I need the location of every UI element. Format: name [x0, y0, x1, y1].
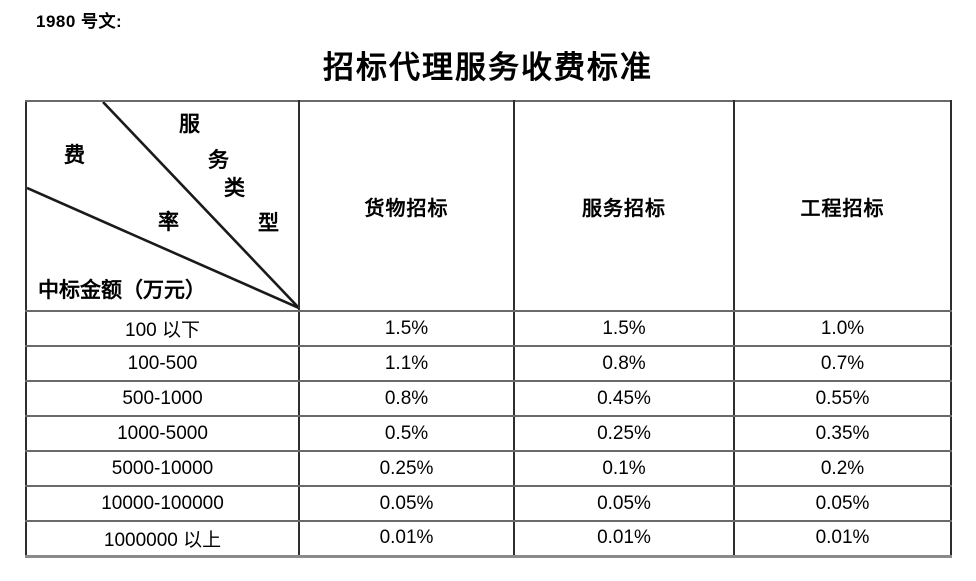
table-row: 10000-100000 0.05% 0.05% 0.05%	[25, 485, 952, 522]
fee-table: 服 务 类 型 费 率 中标金额（万元） 货物招标 服务招标 工程招标 100 …	[25, 100, 952, 558]
corner-type-char: 服	[179, 112, 200, 136]
column-header-goods: 货物招标	[298, 100, 515, 312]
column-header-works: 工程招标	[733, 100, 952, 312]
rate-cell: 0.01%	[513, 520, 735, 557]
rate-cell: 0.25%	[513, 415, 735, 452]
corner-type-char: 类	[224, 176, 245, 200]
diagonal-divider-lines	[28, 103, 297, 309]
table-body: 100 以下 1.5% 1.5% 1.0% 100-500 1.1% 0.8% 0.7% 500…	[25, 310, 952, 557]
rate-cell: 0.55%	[733, 380, 952, 417]
amount-range-cell: 1000-5000	[25, 415, 300, 452]
amount-range-cell: 100-500	[25, 345, 300, 382]
rate-cell: 0.8%	[513, 345, 735, 382]
rate-cell: 0.01%	[298, 520, 515, 557]
doc-ref: 1980 号文:	[36, 12, 123, 31]
table-row: 1000000 以上 0.01% 0.01% 0.01%	[25, 520, 952, 557]
corner-rate-char: 率	[158, 210, 179, 234]
amount-range-cell: 1000000 以上	[25, 520, 300, 557]
rate-cell: 0.05%	[513, 485, 735, 522]
rate-cell: 1.1%	[298, 345, 515, 382]
corner-type-char: 务	[208, 148, 229, 172]
amount-range-cell: 500-1000	[25, 380, 300, 417]
table-row: 100-500 1.1% 0.8% 0.7%	[25, 345, 952, 382]
rate-cell: 1.5%	[298, 310, 515, 347]
amount-range-cell: 5000-10000	[25, 450, 300, 487]
table-row: 5000-10000 0.25% 0.1% 0.2%	[25, 450, 952, 487]
rate-cell: 0.01%	[733, 520, 952, 557]
table-row: 1000-5000 0.5% 0.25% 0.35%	[25, 415, 952, 452]
rate-cell: 0.5%	[298, 415, 515, 452]
rate-cell: 0.2%	[733, 450, 952, 487]
table-row: 500-1000 0.8% 0.45% 0.55%	[25, 380, 952, 417]
rate-cell: 0.05%	[733, 485, 952, 522]
corner-amount-label: 中标金额（万元）	[38, 278, 206, 302]
header-row: 服 务 类 型 费 率 中标金额（万元） 货物招标 服务招标 工程招标	[25, 100, 952, 312]
column-header-service: 服务招标	[513, 100, 735, 312]
rate-cell: 0.7%	[733, 345, 952, 382]
rate-cell: 0.1%	[513, 450, 735, 487]
rate-cell: 0.25%	[298, 450, 515, 487]
rate-cell: 0.35%	[733, 415, 952, 452]
corner-cell: 服 务 类 型 费 率 中标金额（万元）	[25, 100, 300, 312]
rate-cell: 1.5%	[513, 310, 735, 347]
rate-cell: 1.0%	[733, 310, 952, 347]
rate-cell: 0.45%	[513, 380, 735, 417]
table-row: 100 以下 1.5% 1.5% 1.0%	[25, 310, 952, 347]
page-title: 招标代理服务收费标准	[323, 50, 653, 85]
amount-range-cell: 10000-100000	[25, 485, 300, 522]
corner-type-char: 型	[258, 211, 279, 235]
rate-cell: 0.05%	[298, 485, 515, 522]
rate-cell: 0.8%	[298, 380, 515, 417]
amount-range-cell: 100 以下	[25, 310, 300, 347]
corner-rate-char: 费	[64, 143, 85, 167]
